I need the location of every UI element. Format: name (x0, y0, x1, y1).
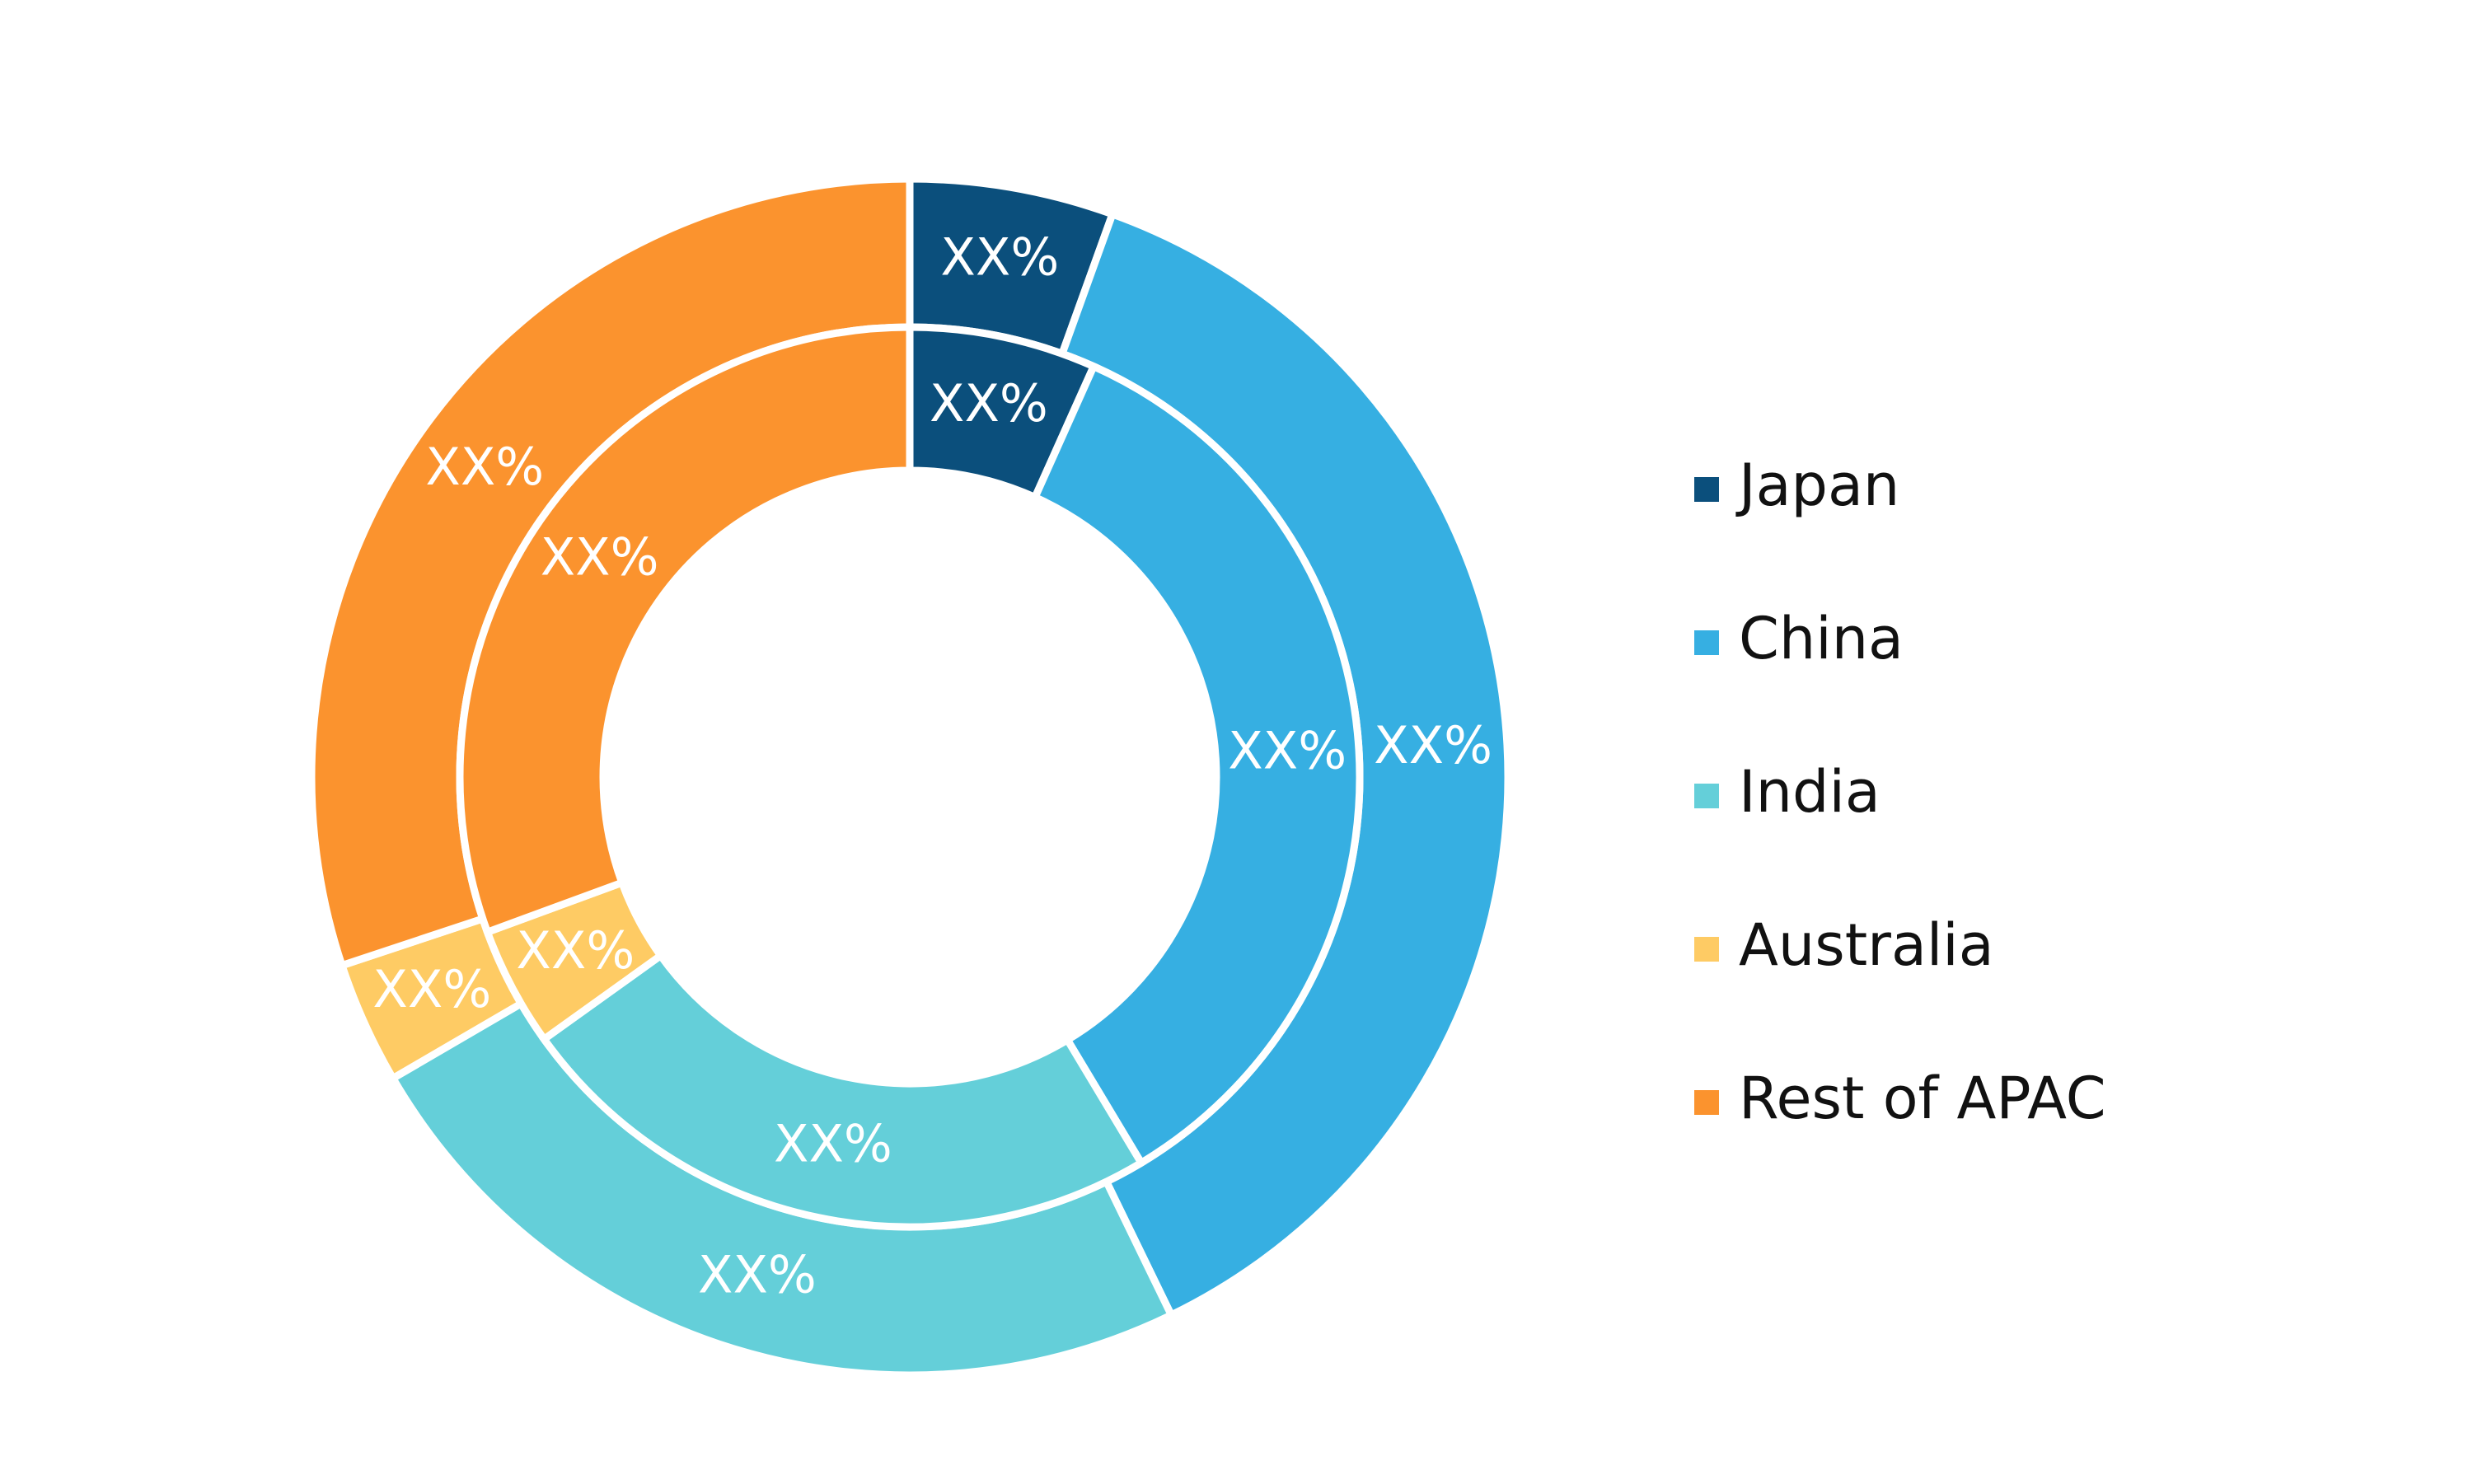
slice-label: XX% (940, 227, 1059, 288)
slice-label: XX% (774, 1114, 892, 1174)
legend-label: Japan (1735, 452, 1899, 519)
slice-label: XX% (425, 437, 544, 497)
legend-swatch (1694, 1090, 1719, 1115)
slice-label: XX% (930, 373, 1048, 433)
legend-swatch (1694, 630, 1719, 655)
legend-label: Rest of APAC (1739, 1065, 2106, 1132)
slice-label: XX% (1374, 715, 1492, 775)
legend-label: Australia (1739, 911, 1994, 979)
slice-label: XX% (541, 527, 659, 587)
donut-slice (538, 950, 1147, 1231)
donut-slice (456, 323, 914, 937)
slice-label: XX% (516, 920, 635, 981)
slice-label: XX% (1228, 721, 1347, 781)
legend-label: India (1739, 758, 1881, 826)
slice-label: XX% (698, 1245, 817, 1305)
legend-swatch (1694, 937, 1719, 962)
legend-swatch (1694, 784, 1719, 808)
slice-label: XX% (372, 959, 491, 1019)
donut-slice (1030, 361, 1364, 1168)
legend-swatch (1694, 477, 1719, 502)
legend-label: China (1739, 605, 1904, 672)
